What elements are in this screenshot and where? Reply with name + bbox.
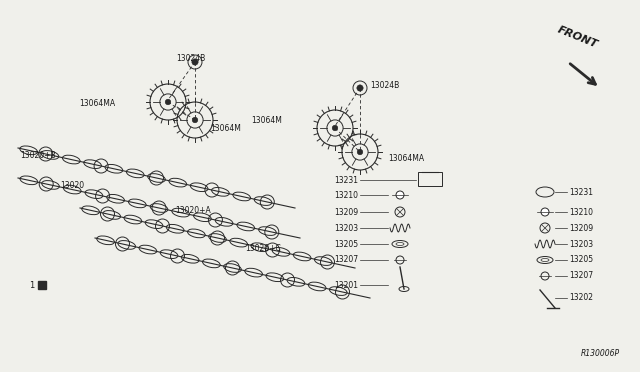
- Text: 13020: 13020: [60, 180, 84, 189]
- Bar: [38, 281, 46, 289]
- Text: 13020+B: 13020+B: [20, 151, 56, 160]
- Text: 13203: 13203: [334, 224, 358, 232]
- Bar: [418, 172, 442, 186]
- Circle shape: [165, 99, 171, 105]
- Circle shape: [192, 59, 198, 65]
- Text: 13201: 13201: [334, 280, 358, 289]
- Text: 13231: 13231: [569, 187, 593, 196]
- Text: 13205: 13205: [334, 240, 358, 248]
- Text: 13203: 13203: [569, 240, 593, 248]
- Text: 13020+A: 13020+A: [175, 205, 211, 215]
- Circle shape: [541, 208, 549, 216]
- Text: 1: 1: [29, 280, 34, 289]
- Text: 13064M: 13064M: [210, 124, 241, 132]
- Text: FRONT: FRONT: [556, 25, 599, 50]
- Text: 13064M: 13064M: [251, 115, 282, 125]
- Text: 13020+C: 13020+C: [245, 244, 281, 253]
- Circle shape: [332, 125, 338, 131]
- Text: 13210: 13210: [569, 208, 593, 217]
- Circle shape: [192, 117, 198, 123]
- Text: 13202: 13202: [569, 294, 593, 302]
- Text: 13024B: 13024B: [176, 54, 205, 62]
- Circle shape: [357, 149, 363, 155]
- Text: 13209: 13209: [569, 224, 593, 232]
- Text: 13231: 13231: [334, 176, 358, 185]
- Text: 13024B: 13024B: [370, 80, 399, 90]
- Text: 13205: 13205: [569, 256, 593, 264]
- Circle shape: [357, 85, 363, 91]
- Text: 13210: 13210: [334, 190, 358, 199]
- Text: 13064MA: 13064MA: [388, 154, 424, 163]
- Text: 13207: 13207: [334, 256, 358, 264]
- Circle shape: [396, 191, 404, 199]
- Text: 13209: 13209: [334, 208, 358, 217]
- Text: 13207: 13207: [569, 272, 593, 280]
- Text: R130006P: R130006P: [581, 349, 620, 358]
- Text: 13064MA: 13064MA: [79, 99, 115, 108]
